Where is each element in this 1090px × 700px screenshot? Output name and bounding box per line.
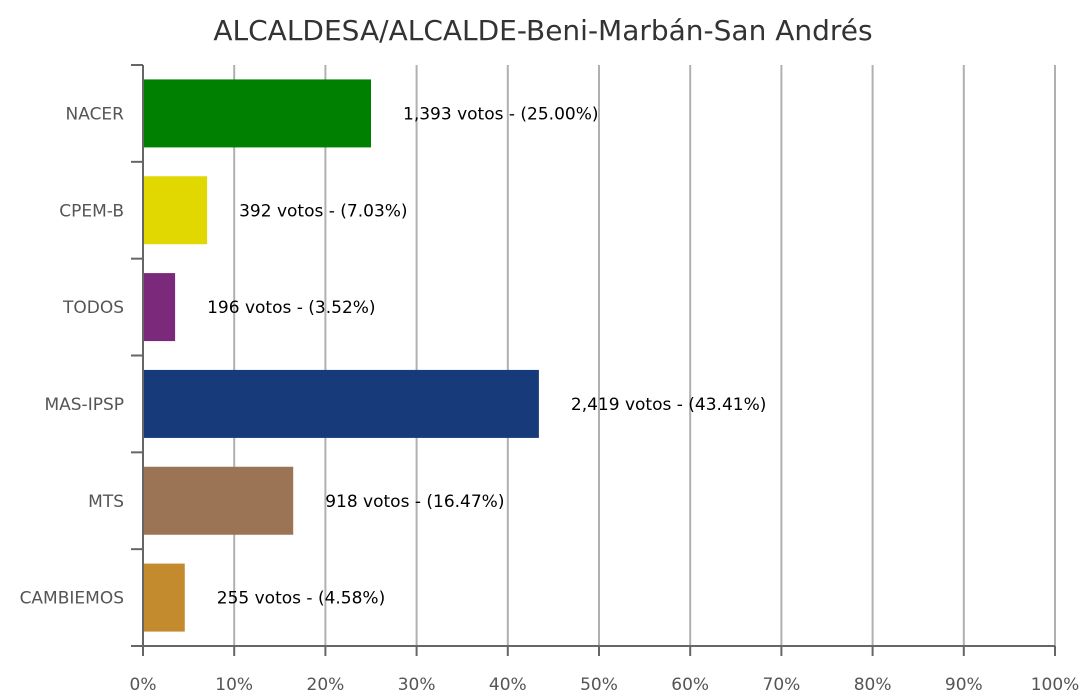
category-label: NACER [66,104,125,124]
bar-mas-ipsp [143,369,539,438]
data-label: 255 votos - (4.58%) [217,589,385,609]
data-label: 918 votos - (16.47%) [325,492,504,512]
x-tick-label: 100% [1031,675,1080,695]
x-tick-label: 0% [130,675,157,695]
x-tick-label: 50% [580,675,618,695]
x-tick-label: 90% [945,675,983,695]
bar-cambiemos [143,563,185,632]
data-label: 392 votos - (7.03%) [239,201,407,221]
data-label: 2,419 votos - (43.41%) [571,395,766,415]
x-tick-label: 40% [489,675,527,695]
x-tick-label: 30% [398,675,436,695]
category-label: TODOS [62,298,124,318]
x-tick-label: 20% [307,675,345,695]
category-label: MTS [88,492,124,512]
x-tick-label: 60% [671,675,709,695]
x-tick-label: 70% [763,675,801,695]
bar-mts [143,466,294,535]
x-tick-label: 80% [854,675,892,695]
bar-todos [143,273,176,342]
chart-title: ALCALDESA/ALCALDE-Beni-Marbán-San Andrés [213,14,872,47]
data-label: 196 votos - (3.52%) [207,298,375,318]
category-label: MAS-IPSP [44,395,124,415]
bar-nacer [143,79,371,148]
x-tick-label: 10% [215,675,253,695]
category-label: CPEM-B [59,201,124,221]
category-label: CAMBIEMOS [20,589,124,609]
data-label: 1,393 votos - (25.00%) [403,104,598,124]
bar-cpem-b [143,176,208,245]
